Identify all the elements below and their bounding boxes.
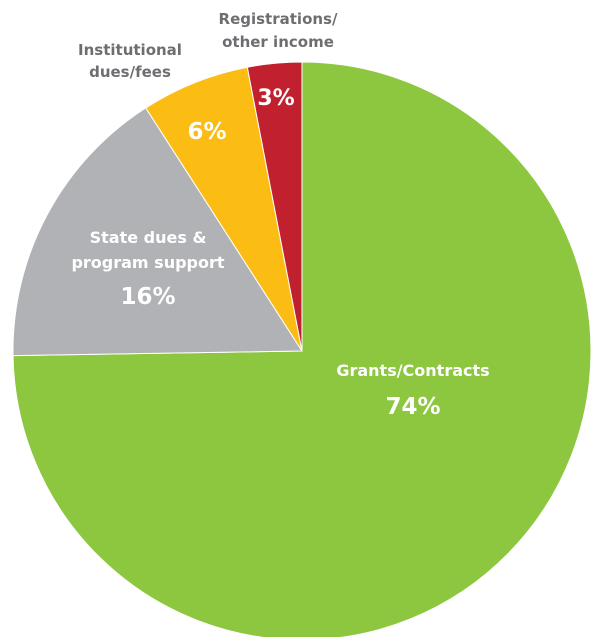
slice-value-institutional: 6%	[187, 119, 226, 145]
slice-registrations	[246, 61, 303, 352]
slice-label-institutional-line2: dues/fees	[89, 63, 171, 81]
slice-value-state: 16%	[120, 284, 175, 310]
slice-label-institutional-line1: Institutional	[78, 41, 182, 59]
slice-state-dues	[12, 107, 303, 357]
slice-value-registrations: 3%	[257, 86, 294, 111]
pie-slices	[12, 61, 592, 637]
slice-label-state-line2: program support	[71, 253, 224, 272]
slice-label-registrations-line2: other income	[222, 33, 334, 51]
slice-label-state-line1: State dues &	[90, 228, 207, 247]
slice-label-registrations-line1: Registrations/	[219, 10, 338, 28]
slice-label-grants: Grants/Contracts	[336, 361, 489, 380]
slice-value-grants: 74%	[385, 394, 440, 420]
